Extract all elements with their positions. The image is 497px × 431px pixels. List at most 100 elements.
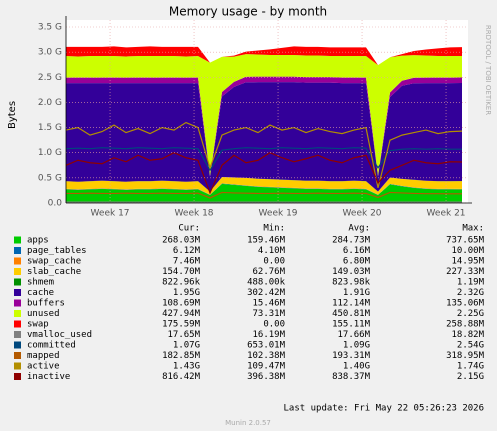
version: Munin 2.0.57 [225,419,271,427]
column-header: Min: [263,224,285,234]
stat-value: 149.03M [332,267,371,277]
legend-label: cache [27,288,54,298]
legend-swatch [14,278,21,286]
area [66,82,462,192]
stat-value: 1.91G [343,288,370,298]
side-label: RRDTOOL / TOBI OETIKER [484,25,492,115]
stat-value: 175.59M [162,320,201,330]
stat-value: 2.25G [457,309,484,319]
stat-value: 318.95M [446,351,485,361]
legend-label: shmem [27,278,54,288]
stat-value: 10.00M [451,246,484,256]
stat-value: 816.42M [162,372,201,382]
chart-title: Memory usage - by month [169,5,327,19]
stat-value: 838.37M [332,372,371,382]
area [66,54,462,176]
stat-value: 16.19M [252,330,285,340]
footer: Last update: Fri May 22 05:26:23 2026 [284,404,484,414]
legend-swatch [14,341,21,349]
column-header: Max: [462,224,484,234]
x-tick-label: Week 17 [91,209,130,219]
stat-value: 7.46M [173,257,201,267]
legend-swatch [14,268,21,275]
stat-value: 6.12M [173,246,201,256]
stat-value: 1.40G [343,362,370,372]
stat-value: 159.46M [247,236,286,246]
stat-value: 227.33M [446,267,485,277]
legend-swatch [14,331,21,338]
stat-value: 109.47M [247,362,286,372]
stat-value: 488.00k [247,278,286,288]
stat-value: 823.98k [332,278,371,288]
x-tick-label: Week 21 [427,209,466,219]
column-header: Cur: [178,224,200,234]
stat-value: 2.15G [457,372,484,382]
y-tick-label: 1.5 G [38,123,62,133]
legend-label: mapped [27,351,60,361]
x-tick-label: Week 18 [175,209,214,219]
stat-value: 18.82M [451,330,484,340]
stat-value: 427.94M [162,309,201,319]
line [66,191,462,199]
legend-label: buffers [27,299,65,309]
stat-value: 1.74G [457,362,484,372]
legend-swatch [14,236,21,244]
plot [65,46,463,203]
legend-swatch [14,289,21,296]
stat-value: 302.42M [247,288,286,298]
stat-value: 17.66M [337,330,370,340]
x-tick-label: Week 19 [259,209,298,219]
legend-swatch [14,320,21,328]
y-tick-label: 0.5 G [38,173,62,183]
stat-value: 1.09G [343,341,370,351]
legend-swatch [14,352,21,359]
stat-value: 6.16M [343,246,371,256]
stat-value: 155.11M [332,320,371,330]
stat-value: 182.85M [162,351,201,361]
legend-label: committed [27,341,76,351]
stat-value: 0.00 [263,320,285,330]
stat-value: 6.80M [343,257,371,267]
line [65,147,462,172]
y-tick-label: 0.0 [48,199,63,209]
area [66,177,462,195]
area [66,46,462,66]
legend-label: swap [27,320,49,330]
stat-value: 1.43G [173,362,200,372]
y-tick-label: 3.0 G [38,48,62,58]
legend-swatch [14,299,21,307]
column-header: Avg: [348,224,370,234]
stat-value: 737.65M [446,236,485,246]
stat-value: 102.38M [247,351,286,361]
stat-value: 0.00 [263,257,285,267]
stat-value: 14.95M [451,257,484,267]
stat-value: 2.32G [457,288,484,298]
y-tick-label: 1.0 G [38,148,62,158]
legend-label: inactive [27,372,70,382]
y-tick-label: 3.5 G [38,23,62,33]
legend-label: vmalloc_used [27,330,92,340]
stat-value: 822.96k [162,278,201,288]
legend-label: swap_cache [27,257,81,267]
area [66,183,462,195]
stat-value: 396.38M [247,372,286,382]
stat-value: 108.69M [162,299,201,309]
stat-value: 15.46M [252,299,285,309]
stat-value: 4.10M [258,246,286,256]
y-tick-label: 2.0 G [38,98,62,108]
line [65,152,463,195]
legend-label: page_tables [27,246,87,256]
stat-value: 450.81M [332,309,371,319]
stat-value: 62.76M [252,267,285,277]
legend-swatch [14,310,21,317]
legend-swatch [14,362,21,370]
stat-value: 1.07G [173,341,200,351]
legend-swatch [14,257,21,265]
legend-label: unused [27,309,60,319]
legend-label: slab_cache [27,267,81,277]
legend-label: apps [27,236,49,246]
x-tick-label: Week 20 [343,209,382,219]
legend-swatch [14,247,21,254]
stat-value: 284.73M [332,236,371,246]
